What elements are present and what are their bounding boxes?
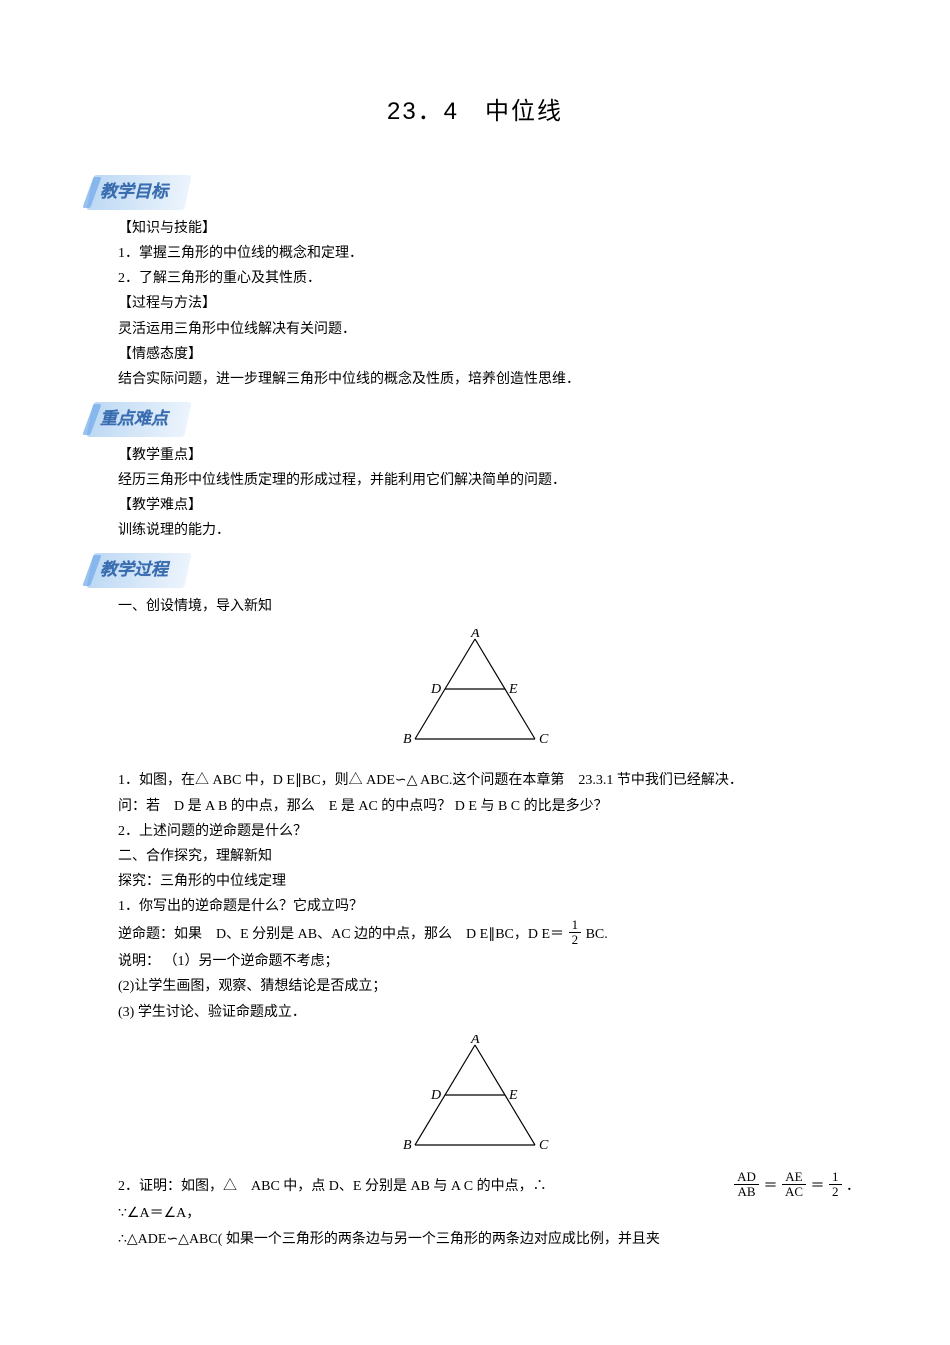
process-inverse-post: BC. — [586, 927, 608, 942]
svg-text:E: E — [508, 682, 518, 697]
section-header-process-label: 教学过程 — [90, 553, 182, 588]
process-inverse-pre: 逆命题：如果 D、E 分别是 AB、AC 边的中点，那么 D E∥BC，D E＝ — [118, 927, 564, 942]
section-header-goal: 教学目标 — [90, 175, 182, 210]
svg-text:E: E — [508, 1088, 518, 1103]
goal-knowledge-heading: 【知识与技能】 — [90, 216, 860, 241]
process-note-row: 说明： （1）另一个逆命题不考虑； — [90, 949, 860, 974]
process-note1: （1）另一个逆命题不考虑； — [164, 954, 339, 969]
process-note-label: 说明： — [118, 954, 160, 969]
fraction-ab: AB — [734, 1185, 759, 1199]
fraction-half-1-num: 1 — [569, 918, 582, 933]
process-sim: ∴△ADE∽△ABC( 如果一个三角形的两条边与另一个三角形的两条边对应成比例，… — [90, 1227, 860, 1252]
process-note2: (2)让学生画图，观察、猜想结论是否成立； — [90, 974, 860, 999]
svg-text:A: A — [470, 1035, 480, 1047]
process-p1q: 问：若 D 是 A B 的中点，那么 E 是 AC 的中点吗？ D E 与 B … — [90, 794, 860, 819]
process-s1: 一、创设情境，导入新知 — [90, 594, 860, 619]
svg-text:C: C — [539, 1138, 549, 1153]
fraction-half-2-num: 1 — [829, 1170, 842, 1185]
process-s2-sub: 探究：三角形的中位线定理 — [90, 869, 860, 894]
fraction-half-1-den: 2 — [569, 933, 582, 947]
goal-m1: 灵活运用三角形中位线解决有关问题． — [90, 317, 860, 342]
goal-attitude-heading: 【情感态度】 — [90, 342, 860, 367]
equation-period: ． — [846, 1179, 860, 1194]
fraction-ad: AD — [734, 1170, 759, 1185]
process-inverse: 逆命题：如果 D、E 分别是 AB、AC 边的中点，那么 D E∥BC，D E＝… — [90, 920, 860, 950]
proof-equation-right: AD AB ＝ AE AC ＝ 1 2 ． — [733, 1172, 860, 1202]
process-note3: (3) 学生讨论、验证命题成立． — [90, 1000, 860, 1025]
fraction-ae: AE — [782, 1170, 806, 1185]
section-header-keypoints-label: 重点难点 — [90, 402, 182, 437]
fraction-half-2-den: 2 — [829, 1185, 842, 1199]
svg-text:B: B — [403, 732, 412, 747]
process-q1: 1．你写出的逆命题是什么？它成立吗？ — [90, 894, 860, 919]
fraction-ac: AC — [782, 1185, 806, 1199]
fraction-ad-ab: AD AB — [734, 1170, 759, 1200]
section-header-keypoints: 重点难点 — [90, 402, 182, 437]
goal-method-heading: 【过程与方法】 — [90, 291, 860, 316]
svg-text:D: D — [430, 682, 441, 697]
svg-text:D: D — [430, 1088, 441, 1103]
process-s2: 二、合作探究，理解新知 — [90, 844, 860, 869]
page-title: 23．4 中位线 — [90, 90, 860, 133]
fraction-ae-ac: AE AC — [782, 1170, 806, 1200]
keypoints-key-heading: 【教学重点】 — [90, 443, 860, 468]
keypoints-key1: 经历三角形中位线性质定理的形成过程，并能利用它们解决简单的问题． — [90, 468, 860, 493]
process-p1a: 1．如图，在△ ABC 中，D E∥BC，则△ ADE∽△ ABC.这个问题在本… — [90, 768, 860, 793]
keypoints-diff-heading: 【教学难点】 — [90, 493, 860, 518]
figure-triangle-2: A B C D E — [90, 1035, 860, 1164]
svg-text:B: B — [403, 1138, 412, 1153]
goal-a1: 结合实际问题，进一步理解三角形中位线的概念及性质，培养创造性思维． — [90, 367, 860, 392]
figure-triangle-1: A B C D E — [90, 629, 860, 758]
process-proof-pre: 2．证明：如图，△ ABC 中，点 D、E 分别是 AB 与 A C 的中点，∴ — [118, 1174, 547, 1199]
svg-text:A: A — [470, 629, 480, 641]
section-header-process: 教学过程 — [90, 553, 182, 588]
goal-k1: 1．掌握三角形的中位线的概念和定理． — [90, 241, 860, 266]
process-p2: 2．上述问题的逆命题是什么？ — [90, 819, 860, 844]
goal-k2: 2．了解三角形的重心及其性质． — [90, 266, 860, 291]
svg-text:C: C — [539, 732, 549, 747]
fraction-half-1: 1 2 — [569, 918, 582, 948]
keypoints-diff1: 训练说理的能力． — [90, 518, 860, 543]
fraction-half-2: 1 2 — [829, 1170, 842, 1200]
section-header-goal-label: 教学目标 — [90, 175, 182, 210]
process-angle: ∵∠A＝∠A， — [90, 1201, 860, 1226]
